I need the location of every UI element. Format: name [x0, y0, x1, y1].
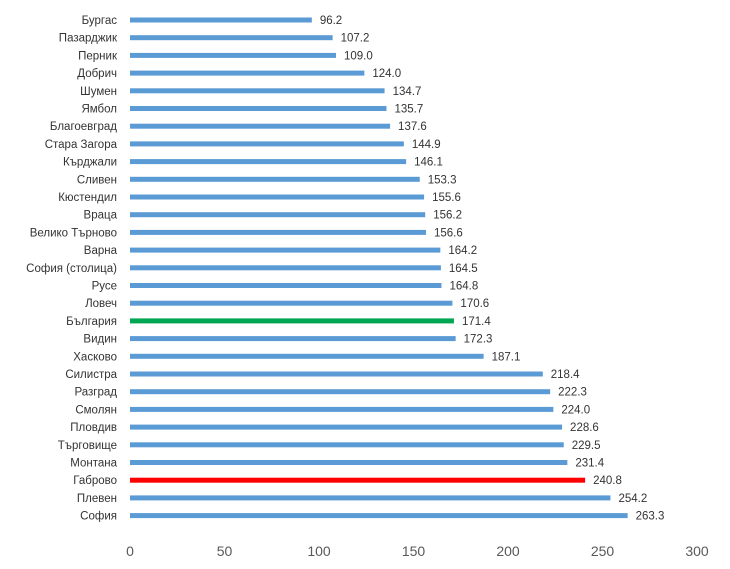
data-label: 135.7 [394, 104, 423, 116]
data-label: 164.5 [449, 263, 478, 275]
value-labels: 96.2 107.2 109.0 124.0 134.7 135.7 137.6 144.9 1… [320, 15, 665, 523]
bar [130, 477, 586, 483]
data-label: 107.2 [341, 33, 370, 45]
data-label: 156.6 [434, 227, 463, 239]
x-tick-label: 200 [496, 543, 520, 559]
data-label: 146.1 [414, 157, 443, 169]
category-label: Търговище [58, 440, 117, 452]
data-label: 144.9 [412, 139, 441, 151]
bar [130, 442, 564, 448]
bar [130, 353, 484, 359]
category-label: Стара Загора [45, 139, 118, 151]
category-labels: Бургас Пазарджик Перник Добрич Шумен Ямбол Бла… [26, 15, 118, 523]
bar [130, 141, 404, 147]
category-label: Кърджали [63, 157, 117, 169]
x-tick-label: 0 [126, 543, 134, 559]
bar [130, 106, 387, 111]
category-label: Шумен [80, 86, 117, 98]
bar [130, 424, 563, 430]
bars-group [130, 17, 628, 519]
data-label: 96.2 [320, 15, 342, 27]
category-label: Благоевград [50, 121, 117, 133]
data-label: 263.3 [636, 511, 665, 523]
data-label: 172.3 [464, 334, 493, 346]
data-label: 134.7 [393, 86, 422, 98]
data-label: 164.2 [448, 245, 477, 257]
bar [130, 300, 453, 306]
category-label: София (столица) [26, 263, 117, 275]
bar [130, 159, 407, 165]
category-label: София [80, 511, 117, 523]
x-axis-ticks: 0 50 100 150 200 250 300 [126, 543, 709, 559]
bar [130, 229, 426, 235]
category-label: Перник [78, 50, 118, 62]
data-label: 137.6 [398, 121, 427, 133]
bar [130, 265, 441, 271]
bar [130, 371, 543, 377]
data-label: 240.8 [593, 475, 622, 487]
data-label: 164.8 [449, 281, 478, 293]
bar [130, 283, 442, 288]
data-label: 155.6 [432, 192, 461, 204]
category-label: Русе [92, 281, 117, 293]
data-label: 153.3 [428, 174, 457, 186]
category-label: Бургас [82, 15, 118, 27]
bar [130, 406, 554, 412]
data-label: 218.4 [551, 369, 580, 381]
category-label: Монтана [70, 458, 117, 470]
data-label: 231.4 [575, 458, 604, 470]
data-label: 229.5 [572, 440, 601, 452]
data-label: 222.3 [558, 387, 587, 399]
category-label: Хасково [73, 351, 117, 363]
category-label: Добрич [77, 68, 117, 80]
bar [130, 389, 551, 395]
data-label: 156.2 [433, 210, 462, 222]
category-label: Кюстендил [58, 192, 117, 204]
bar [130, 247, 441, 253]
data-label: 224.0 [561, 404, 590, 416]
category-label: Пазарджик [59, 33, 118, 45]
bar [130, 123, 391, 129]
data-label: 171.4 [462, 316, 491, 328]
data-label: 124.0 [372, 68, 401, 80]
data-label: 109.0 [344, 50, 373, 62]
category-label: Ловеч [85, 298, 117, 310]
bar [130, 70, 365, 76]
data-label: 228.6 [570, 422, 599, 434]
bar [130, 212, 426, 218]
x-tick-label: 150 [402, 543, 426, 559]
bar [130, 35, 333, 41]
x-tick-label: 300 [685, 543, 709, 559]
category-label: Смолян [75, 404, 117, 416]
bar [130, 318, 454, 324]
bar [130, 194, 425, 200]
x-tick-label: 250 [591, 543, 615, 559]
category-label: Ямбол [81, 104, 117, 116]
bar [130, 52, 337, 58]
category-label: Разград [74, 387, 117, 399]
bar [130, 513, 628, 519]
bar [130, 495, 611, 501]
bar [130, 88, 385, 94]
category-label: Варна [84, 245, 118, 257]
data-label: 254.2 [618, 493, 647, 505]
bar [130, 460, 568, 465]
category-label: Враца [84, 210, 118, 222]
category-label: Пловдив [70, 422, 117, 434]
data-label: 187.1 [492, 351, 521, 363]
x-tick-label: 100 [307, 543, 331, 559]
data-label: 170.6 [460, 298, 489, 310]
category-label: Видин [83, 334, 117, 346]
bar [130, 336, 456, 342]
x-tick-label: 50 [217, 543, 233, 559]
bar [130, 17, 312, 23]
category-label: България [66, 316, 117, 328]
category-label: Велико Търново [30, 227, 117, 239]
bar [130, 176, 420, 182]
category-label: Плевен [77, 493, 117, 505]
category-label: Сливен [77, 174, 117, 186]
category-label: Силистра [65, 369, 117, 381]
category-label: Габрово [73, 475, 117, 487]
